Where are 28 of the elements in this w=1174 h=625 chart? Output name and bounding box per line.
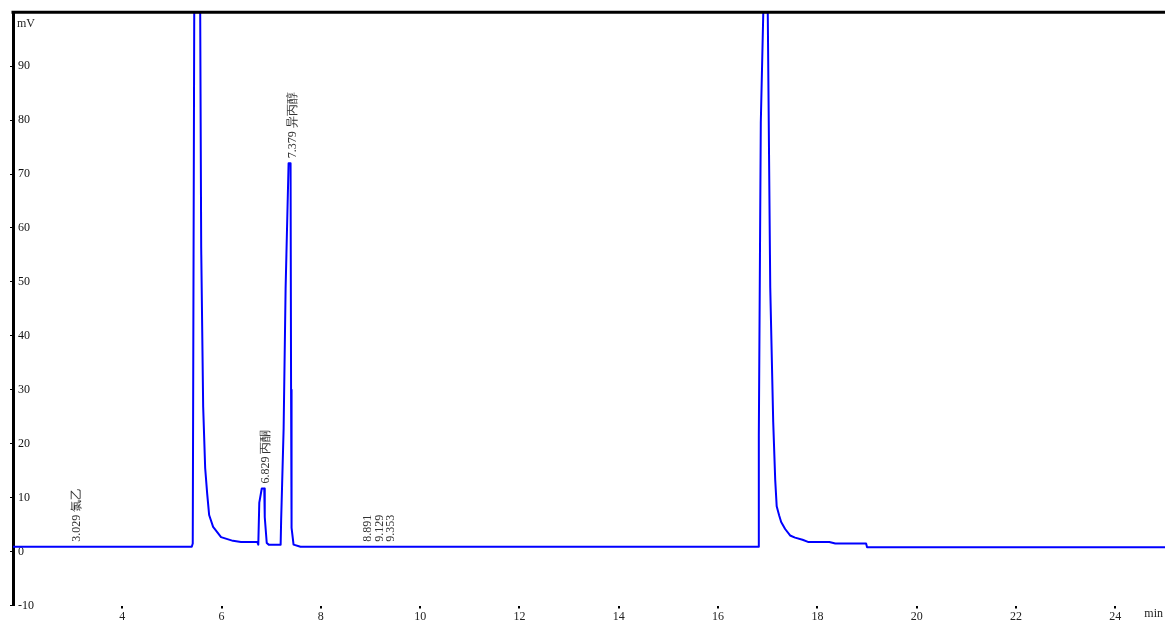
x-tick-label: 4 <box>119 608 126 623</box>
y-tick-label: 70 <box>18 166 30 181</box>
x-tick-label: 12 <box>513 608 526 623</box>
x-tick-label: 10 <box>414 608 427 623</box>
y-tick-label: 0 <box>18 543 24 558</box>
annotation: 3.029 氯乙 <box>69 487 84 542</box>
x-tick-label: 16 <box>712 608 725 623</box>
x-tick-label: 14 <box>612 608 625 623</box>
x-tick-label: 18 <box>811 608 824 623</box>
y-tick-label: -10 <box>18 597 34 612</box>
x-tick-label: 20 <box>910 608 923 623</box>
y-tick-label: 40 <box>18 328 30 343</box>
annotation: 7.379 异丙醇 <box>285 92 300 159</box>
y-tick-label: 10 <box>18 489 30 504</box>
y-tick-label: 90 <box>18 58 30 73</box>
x-tick-label: 8 <box>317 608 324 623</box>
y-tick-label: 50 <box>18 274 30 289</box>
y-tick-label: 80 <box>18 112 30 127</box>
y-tick-label: 60 <box>18 220 30 235</box>
annotation: 8.891 <box>360 514 375 542</box>
x-tick-label: 22 <box>1010 608 1023 623</box>
x-tick-label: 6 <box>218 608 225 623</box>
x-axis-title: min <box>1144 605 1163 620</box>
y-axis-title: mV <box>17 16 36 31</box>
y-tick-label: 30 <box>18 381 30 396</box>
y-tick-label: 20 <box>18 435 30 450</box>
annotation: 6.829 丙酮 <box>257 429 272 484</box>
x-tick-label: 24 <box>1109 608 1122 623</box>
